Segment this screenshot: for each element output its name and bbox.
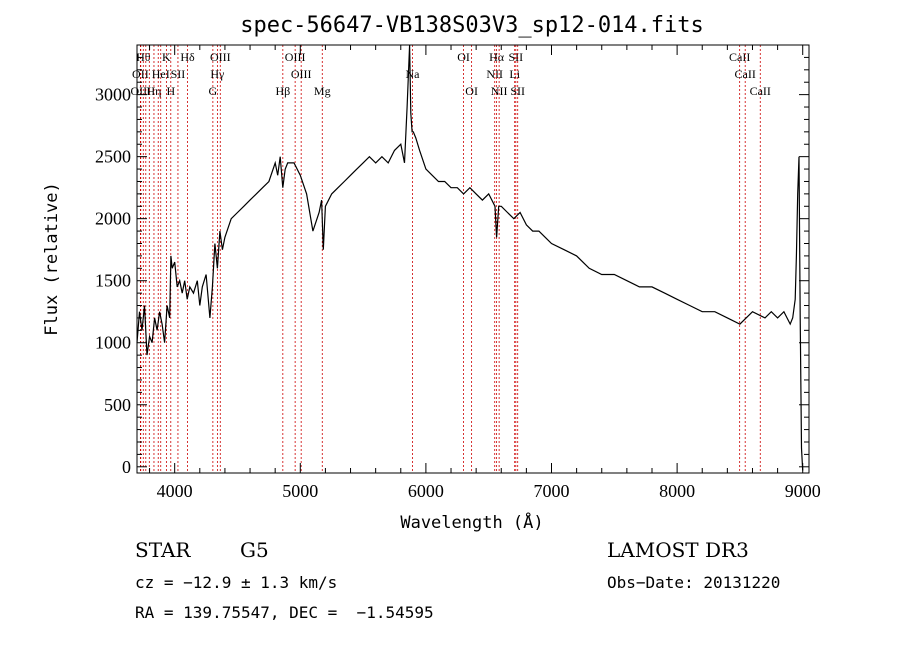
y-axis-label: Flux (relative): [42, 182, 62, 336]
survey-name: LAMOST DR3: [607, 538, 749, 562]
spectral-line-label: CaII: [729, 50, 750, 64]
spectrum-chart: spec-56647-VB138S03V3_sp12-014.fits Hθ OI…: [42, 13, 821, 533]
y-tick-label: 1500: [95, 271, 131, 291]
spectral-line-label: OIII: [285, 50, 306, 64]
y-tick-label: 0: [122, 457, 131, 477]
axis-ticks: 4000 5000 6000 7000 8000 9000 0 500 1000 1500 2000…: [95, 45, 821, 501]
x-tick-label: 6000: [408, 481, 444, 501]
spectral-line-label: SII: [171, 67, 186, 81]
y-tick-label: 2000: [95, 209, 131, 229]
object-class: STAR: [135, 538, 191, 562]
spectral-line-label: SII: [510, 84, 525, 98]
spectral-lines: HθOIIOIIIHηHeIKHSIIHδGHγOIIIHβOIIIOIIIMg…: [130, 45, 771, 473]
spectral-line-label: CaII: [735, 67, 756, 81]
x-tick-label: 8000: [659, 481, 695, 501]
plot-frame: [136, 44, 810, 474]
y-tick-label: 500: [104, 395, 131, 415]
redshift-cz: cz = −12.9 ± 1.3 km/s: [135, 573, 338, 592]
x-tick-label: 7000: [534, 481, 570, 501]
spectral-line-label: Hδ: [180, 50, 195, 64]
chart-title: spec-56647-VB138S03V3_sp12-014.fits: [240, 13, 704, 38]
spectral-line-label: OI: [465, 84, 478, 98]
spectral-line-label: OIII: [210, 50, 231, 64]
spectral-line-label: G: [209, 84, 218, 98]
spectral-line-label: NII: [486, 67, 503, 81]
spectral-line-label: Hθ: [136, 50, 151, 64]
y-tick-label: 1000: [95, 333, 131, 353]
spectral-line-label: Mg: [314, 84, 331, 98]
spectrum-series-line: [136, 44, 804, 471]
spectral-line-label: Hγ: [210, 67, 225, 81]
spectral-line-label: Li: [509, 67, 520, 81]
spectral-line-label: Hα: [489, 50, 505, 64]
spectral-line-label: CaII: [750, 84, 771, 98]
spectral-line-label: H: [166, 84, 175, 98]
spectral-line-label: OIII: [291, 67, 312, 81]
x-axis-label: Wavelength (Å): [400, 511, 543, 533]
ra-dec-coordinates: RA = 139.75547, DEC = −1.54595: [135, 603, 434, 622]
spectral-line-label: Hβ: [275, 84, 290, 98]
x-tick-label: 9000: [785, 481, 821, 501]
observation-date: Obs−Date: 20131220: [607, 573, 781, 592]
x-tick-label: 4000: [157, 481, 193, 501]
y-tick-label: 3000: [95, 85, 131, 105]
y-tick-label: 2500: [95, 147, 131, 167]
spectral-line-label: OI: [457, 50, 470, 64]
spectral-line-label: SII: [508, 50, 523, 64]
object-subclass: G5: [240, 538, 269, 562]
spectral-line-label: HeI: [152, 67, 170, 81]
spectral-line-label: NII: [491, 84, 508, 98]
x-tick-label: 5000: [282, 481, 318, 501]
spectral-line-label: Hη: [146, 84, 161, 98]
spectral-line-label: K: [162, 50, 171, 64]
